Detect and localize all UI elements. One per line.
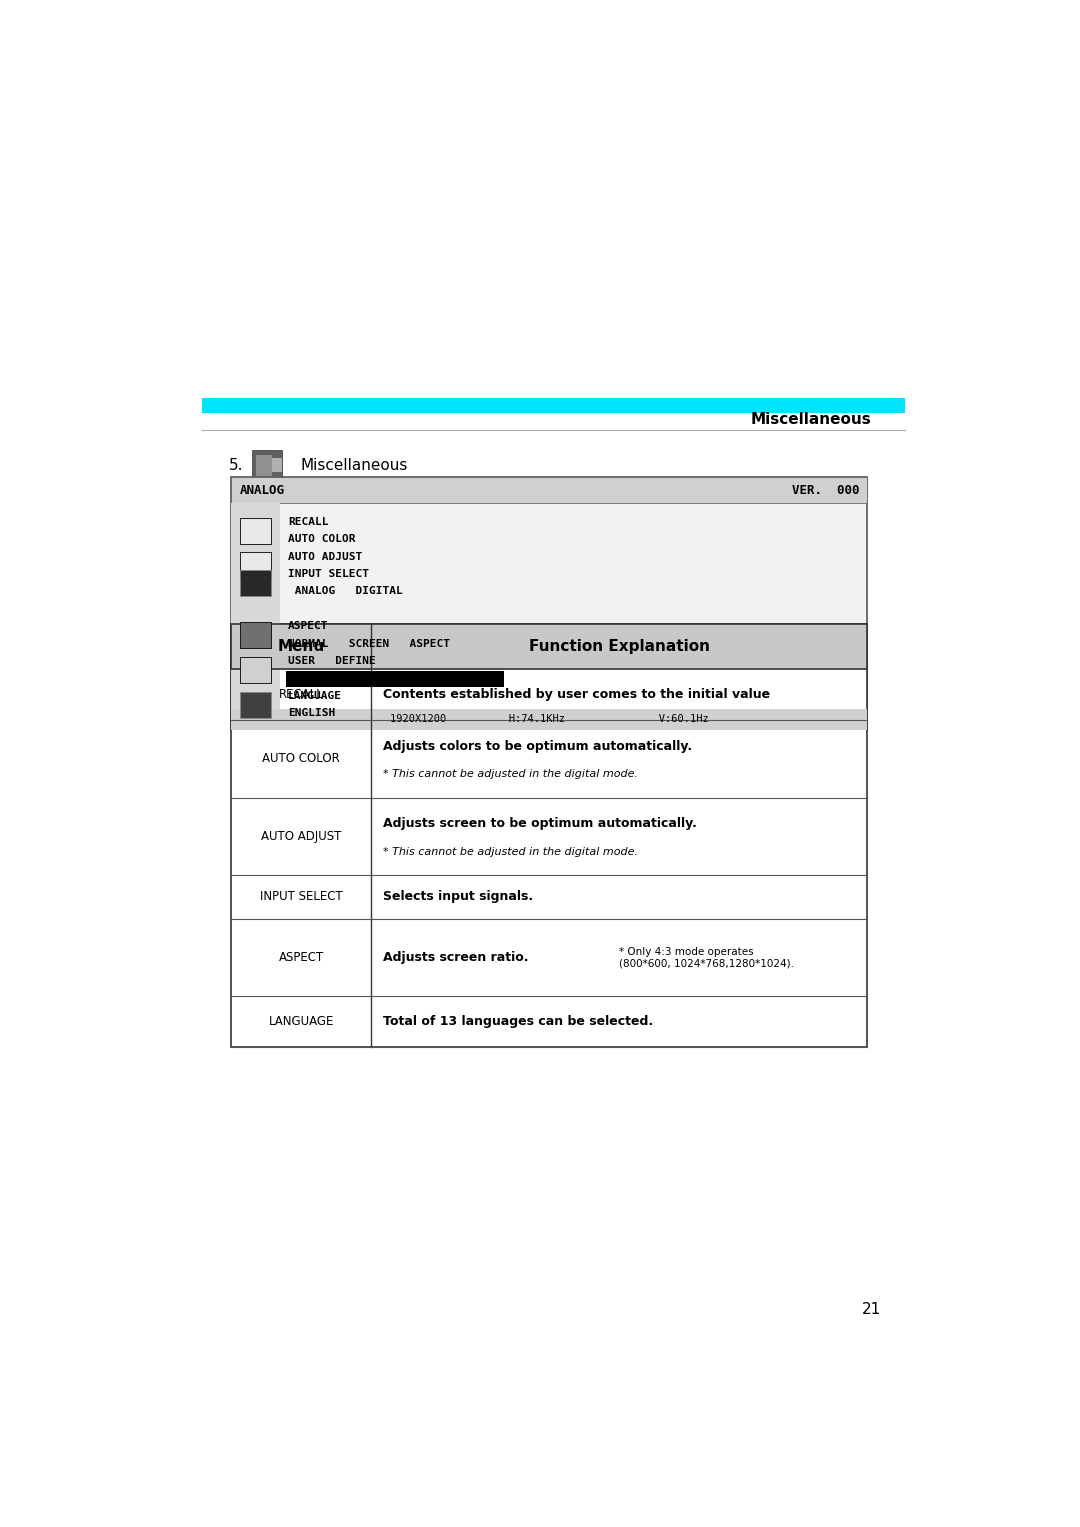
Text: 1920X1200          H:74.1KHz               V:60.1Hz: 1920X1200 H:74.1KHz V:60.1Hz [390, 715, 708, 724]
Text: AUTO COLOR: AUTO COLOR [262, 753, 340, 765]
Bar [231, 476, 867, 730]
Text: ANALOG   DIGITAL: ANALOG DIGITAL [288, 586, 403, 597]
Bar [241, 570, 271, 596]
Text: Contents established by user comes to the initial value: Contents established by user comes to th… [383, 689, 770, 701]
Text: Adjusts colors to be optimum automatically.: Adjusts colors to be optimum automatical… [383, 741, 692, 753]
Text: RECALL: RECALL [288, 516, 328, 527]
Text: RECALL: RECALL [279, 689, 324, 701]
Text: Total of 13 languages can be selected.: Total of 13 languages can be selected. [383, 1015, 653, 1028]
Bar [241, 621, 271, 647]
Bar [231, 709, 867, 730]
Text: Adjusts screen ratio.: Adjusts screen ratio. [383, 951, 528, 964]
Text: ENGLISH: ENGLISH [288, 709, 336, 718]
Text: 5.: 5. [229, 458, 243, 473]
Text: ANALOG: ANALOG [240, 484, 285, 496]
Text: INPUT SELECT: INPUT SELECT [260, 890, 342, 904]
Text: LANGUAGE: LANGUAGE [288, 690, 342, 701]
Bar [231, 478, 867, 502]
Text: ASPECT: ASPECT [279, 951, 324, 964]
Text: VER.  000: VER. 000 [792, 484, 859, 496]
Text: Adjusts screen to be optimum automatically.: Adjusts screen to be optimum automatical… [383, 817, 697, 831]
Text: AUTO ADJUST: AUTO ADJUST [261, 829, 341, 843]
Bar [241, 553, 271, 579]
Text: ASPECT: ASPECT [288, 621, 328, 631]
Text: USER   DEFINE: USER DEFINE [288, 657, 376, 666]
Text: Miscellaneous: Miscellaneous [751, 412, 872, 426]
Bar [253, 450, 282, 481]
Text: Function Explanation: Function Explanation [529, 638, 710, 654]
Bar [231, 625, 867, 669]
Bar [241, 518, 271, 544]
Bar [202, 399, 905, 412]
Text: 21: 21 [862, 1303, 881, 1318]
Text: * Only 4:3 mode operates
(800*600, 1024*768,1280*1024).: * Only 4:3 mode operates (800*600, 1024*… [619, 947, 794, 968]
Text: AUTO ADJUST: AUTO ADJUST [288, 551, 363, 562]
Bar [241, 657, 271, 683]
Bar [272, 458, 282, 472]
Text: * This cannot be adjusted in the digital mode.: * This cannot be adjusted in the digital… [383, 770, 638, 779]
Text: INPUT SELECT: INPUT SELECT [288, 570, 369, 579]
Text: LANGUAGE: LANGUAGE [269, 1015, 334, 1028]
Bar [256, 455, 272, 476]
Text: AUTO COLOR: AUTO COLOR [288, 534, 355, 544]
Text: Menu: Menu [278, 638, 325, 654]
Text: Miscellaneous: Miscellaneous [300, 458, 408, 473]
Text: * This cannot be adjusted in the digital mode.: * This cannot be adjusted in the digital… [383, 846, 638, 857]
Text: NORMAL   SCREEN   ASPECT: NORMAL SCREEN ASPECT [288, 638, 450, 649]
Bar [286, 672, 504, 687]
Bar [231, 625, 867, 1048]
Text: Selects input signals.: Selects input signals. [383, 890, 534, 904]
Bar [241, 692, 271, 718]
Bar [231, 502, 280, 709]
